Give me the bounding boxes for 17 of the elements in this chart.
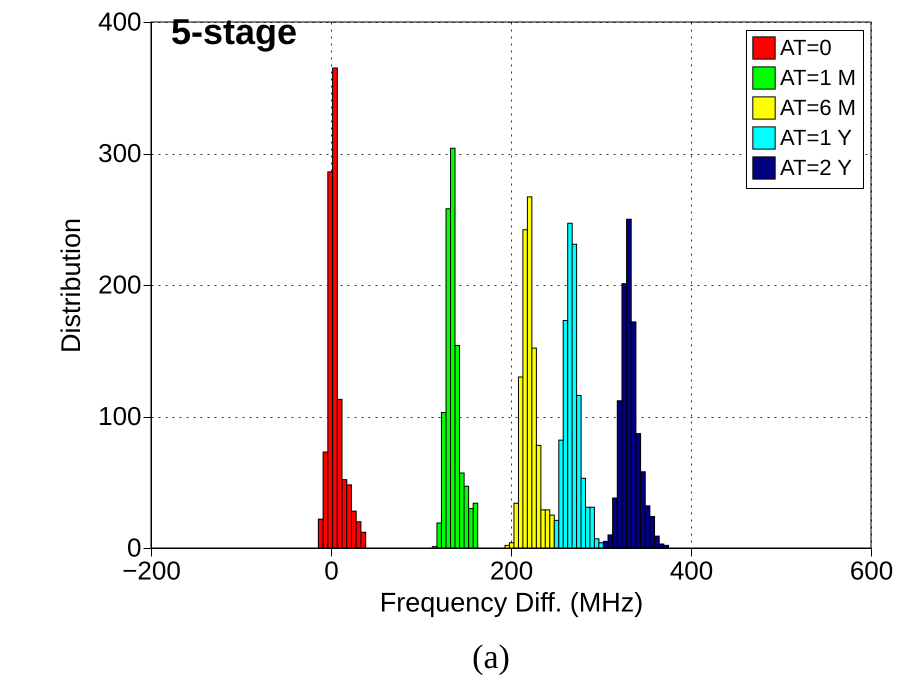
chart-title: 5-stage — [171, 11, 298, 52]
y-tick-label: 100 — [98, 401, 142, 431]
text: (a) — [472, 639, 510, 676]
x-tick-label: 200 — [490, 556, 534, 586]
x-tick-label: 0 — [324, 556, 339, 586]
y-tick-label: 400 — [98, 6, 142, 36]
x-tick-label: 600 — [850, 556, 894, 586]
y-tick-label: 200 — [98, 270, 142, 300]
x-axis-title: Frequency Diff. (MHz) — [380, 588, 644, 618]
legend-label: AT=1 M — [780, 65, 856, 90]
x-tick-label: 400 — [670, 556, 714, 586]
y-tick-label: 300 — [98, 138, 142, 168]
legend-label: AT=2 Y — [780, 155, 852, 180]
legend-label: AT=6 M — [780, 95, 856, 120]
legend-label: AT=1 Y — [780, 125, 852, 150]
y-axis-title: Distribution — [56, 218, 86, 354]
legend-label: AT=0 — [780, 35, 832, 60]
